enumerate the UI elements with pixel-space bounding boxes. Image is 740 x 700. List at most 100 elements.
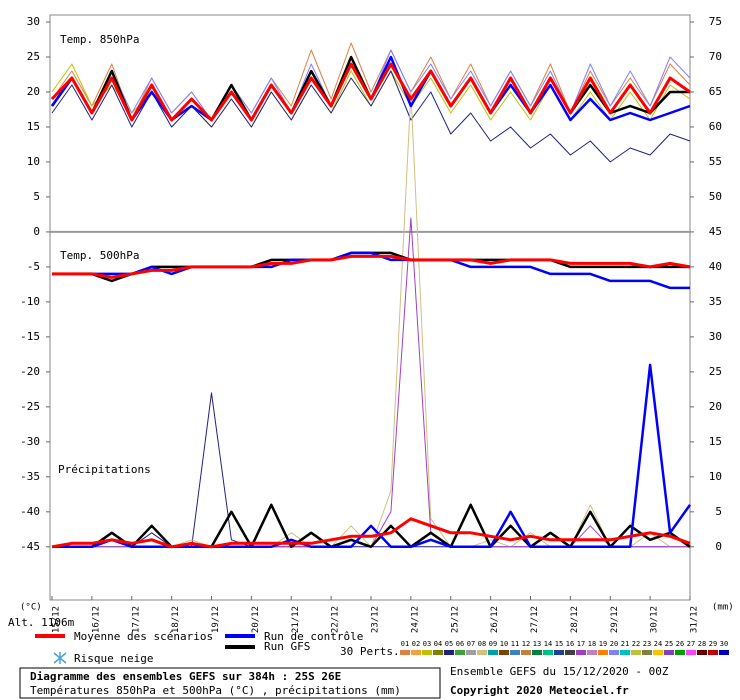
x-tick-label: 18/12 — [171, 606, 181, 633]
y2-tick-label: 70 — [709, 50, 722, 63]
y2-tick-label: 40 — [709, 260, 722, 273]
y2-tick-label: 20 — [709, 400, 722, 413]
pert-label: 04 — [434, 640, 442, 648]
y-tick-label: 15 — [27, 120, 40, 133]
x-tick-label: 16/12 — [91, 606, 101, 633]
pert-swatch — [598, 650, 608, 655]
series-line — [52, 363, 692, 549]
y2-label: (mm) — [712, 603, 734, 613]
pert-label: 16 — [566, 640, 574, 648]
x-tick-label: 24/12 — [410, 606, 420, 633]
pert-label: 22 — [632, 640, 640, 648]
pert-label: 06 — [456, 640, 464, 648]
series-line — [51, 517, 691, 549]
snow-icon — [53, 652, 67, 664]
pert-label: 08 — [478, 640, 486, 648]
x-tick-label: 30/12 — [650, 606, 660, 633]
y-tick-label: 10 — [27, 155, 40, 168]
pert-label: 03 — [423, 640, 431, 648]
pert-label: 09 — [489, 640, 497, 648]
y2-tick-label: 75 — [709, 15, 722, 28]
y-tick-label: 20 — [27, 85, 40, 98]
pert-swatch — [587, 650, 597, 655]
pert-label: 11 — [511, 640, 519, 648]
pert-label: 15 — [555, 640, 563, 648]
pert-label: 23 — [643, 640, 651, 648]
y2-tick-label: 55 — [709, 155, 722, 168]
x-tick-label: 22/12 — [331, 606, 341, 633]
x-tick-label: 27/12 — [530, 606, 540, 633]
y2-tick-label: 15 — [709, 435, 722, 448]
pert-swatch — [411, 650, 421, 655]
altitude: Alt. 1106m — [8, 616, 75, 629]
pert-label: 14 — [544, 640, 552, 648]
title-box — [19, 667, 441, 699]
pert-swatch — [719, 650, 729, 655]
pert-label: 30 — [720, 640, 728, 648]
pert-label: 13 — [533, 640, 541, 648]
legend-swatch — [225, 645, 255, 649]
pert-swatch — [554, 650, 564, 655]
y-tick-label: -20 — [20, 365, 40, 378]
pert-swatch — [697, 650, 707, 655]
pert-label: 20 — [610, 640, 618, 648]
series-line — [51, 70, 691, 163]
pert-swatch — [499, 650, 509, 655]
pert-swatch — [642, 650, 652, 655]
pert-swatch — [444, 650, 454, 655]
y2-tick-label: 45 — [709, 225, 722, 238]
pert-label: 21 — [621, 640, 629, 648]
y-tick-label: -40 — [20, 505, 40, 518]
y2-tick-label: 25 — [709, 365, 722, 378]
pert-swatch — [466, 650, 476, 655]
y2-tick-label: 0 — [715, 540, 722, 553]
pert-swatch — [686, 650, 696, 655]
pert-swatch — [510, 650, 520, 655]
pert-swatch — [631, 650, 641, 655]
legend-label: Run GFS — [264, 640, 310, 653]
pert-swatch — [675, 650, 685, 655]
pert-label: 05 — [445, 640, 453, 648]
pert-swatch — [422, 650, 432, 655]
y-tick-label: 30 — [27, 15, 40, 28]
pert-label: 18 — [588, 640, 596, 648]
pert-swatch — [565, 650, 575, 655]
pert-swatch — [488, 650, 498, 655]
panel-label: Précipitations — [58, 463, 151, 476]
pert-label: 01 — [401, 640, 409, 648]
y2-tick-label: 10 — [709, 470, 722, 483]
x-tick-label: 19/12 — [211, 606, 221, 633]
y2-tick-label: 30 — [709, 330, 722, 343]
y-tick-label: -5 — [27, 260, 40, 273]
pert-label: 19 — [599, 640, 607, 648]
pert-swatch — [400, 650, 410, 655]
pert-swatch — [543, 650, 553, 655]
x-tick-label: 15/12 — [52, 606, 62, 633]
pert-label: 26 — [676, 640, 684, 648]
y-tick-label: -45 — [20, 540, 40, 553]
pert-swatch — [664, 650, 674, 655]
y-tick-label: -30 — [20, 435, 40, 448]
perts-label: 30 Perts. — [340, 645, 400, 658]
pert-swatch — [433, 650, 443, 655]
y-tick-label: -35 — [20, 470, 40, 483]
pert-label: 27 — [687, 640, 695, 648]
series-line — [52, 503, 691, 549]
y-tick-label: -15 — [20, 330, 40, 343]
pert-swatch — [708, 650, 718, 655]
pert-label: 12 — [522, 640, 530, 648]
y-tick-label: 25 — [27, 50, 40, 63]
x-tick-label: 23/12 — [371, 606, 381, 633]
title: Diagramme des ensembles GEFS sur 384h : … — [30, 670, 341, 683]
y-tick-label: 0 — [33, 225, 40, 238]
plot-frame — [49, 14, 691, 601]
y-tick-label: -25 — [20, 400, 40, 413]
pert-label: 24 — [654, 640, 662, 648]
legend-swatch — [225, 634, 255, 638]
y2-tick-label: 60 — [709, 120, 722, 133]
series-line — [50, 62, 691, 122]
x-tick-label: 29/12 — [610, 606, 620, 633]
x-tick-label: 17/12 — [131, 606, 141, 633]
legend-swatch — [35, 634, 65, 638]
